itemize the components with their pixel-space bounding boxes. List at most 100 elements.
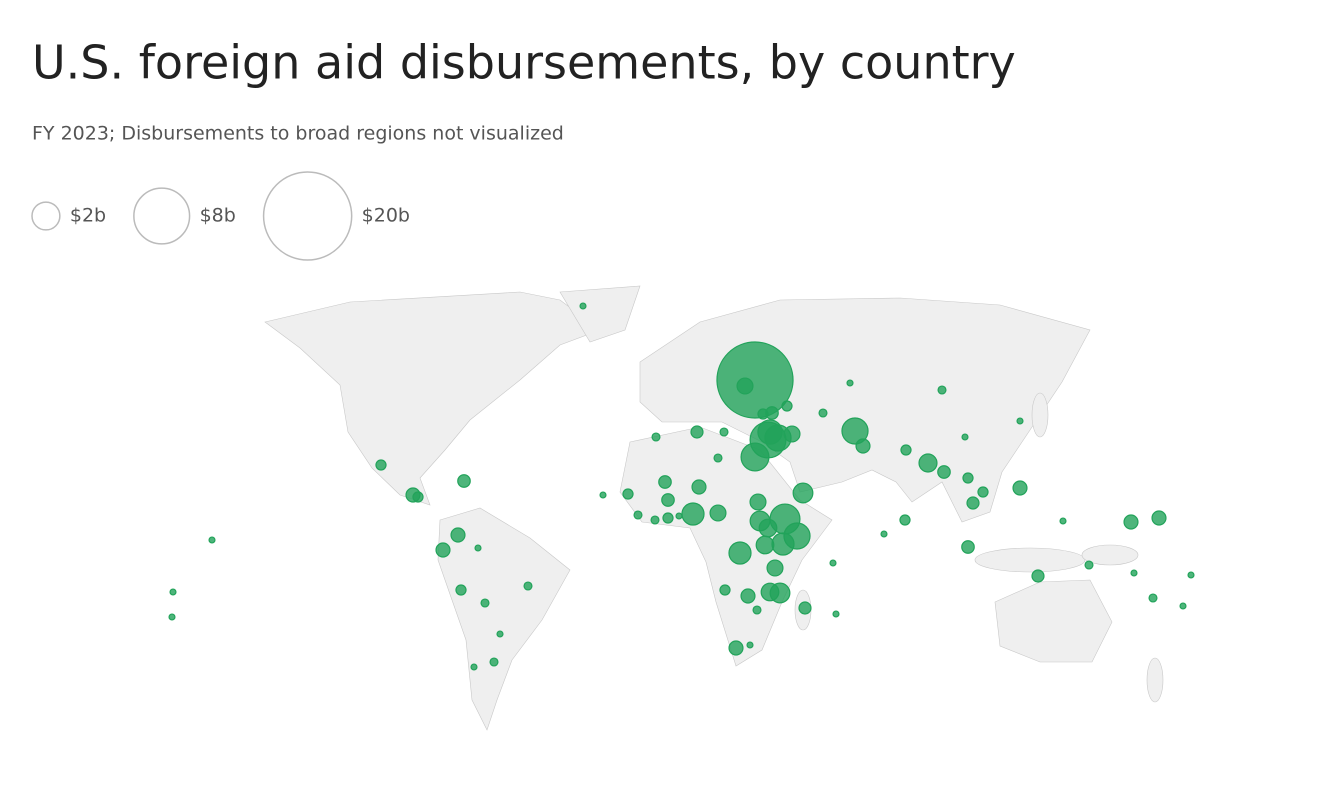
aid-bubble — [1148, 593, 1158, 603]
aid-bubble — [480, 598, 490, 608]
aid-bubble — [740, 588, 756, 604]
aid-bubble — [1179, 602, 1187, 610]
aid-bubble — [937, 385, 947, 395]
aid-bubble — [818, 408, 828, 418]
greenland — [559, 285, 641, 343]
aid-bubble — [455, 584, 467, 596]
aid-bubble — [771, 532, 795, 556]
aid-bubble — [962, 472, 974, 484]
aid-bubble — [766, 559, 784, 577]
aid-bubble — [412, 491, 424, 503]
aid-bubble — [966, 496, 980, 510]
aid-bubble — [622, 488, 634, 500]
aid-bubble — [208, 536, 216, 544]
aid-bubble — [713, 453, 723, 463]
aid-bubble — [691, 479, 707, 495]
aid-bubble — [523, 581, 533, 591]
aid-bubble — [650, 515, 660, 525]
aid-bubble — [829, 559, 837, 567]
new-guinea — [1081, 544, 1139, 566]
aid-bubble — [846, 379, 854, 387]
aid-bubble — [651, 432, 661, 442]
aid-bubble — [435, 542, 451, 558]
aid-bubble — [168, 613, 176, 621]
aid-bubble — [728, 640, 744, 656]
aid-bubble — [740, 442, 770, 472]
africa — [619, 426, 833, 667]
title: U.S. foreign aid disbursements, by count… — [32, 36, 1016, 90]
aid-bubble — [752, 605, 762, 615]
aid-bubble — [1016, 417, 1024, 425]
south-america — [437, 507, 571, 731]
legend-circle — [133, 187, 191, 245]
aid-bubble — [375, 459, 387, 471]
aid-bubble — [658, 475, 672, 489]
aid-bubble — [1187, 571, 1195, 579]
aid-bubble — [736, 377, 754, 395]
aid-bubble — [855, 438, 871, 454]
aid-bubble — [661, 493, 675, 507]
aid-bubble — [681, 502, 705, 526]
aid-bubble — [1059, 517, 1067, 525]
aid-bubble — [880, 530, 888, 538]
bubble-layer — [168, 302, 1195, 671]
aid-bubble — [781, 400, 793, 412]
aid-bubble — [470, 663, 478, 671]
aid-bubble — [169, 588, 177, 596]
aid-bubble — [755, 535, 775, 555]
aid-bubble — [792, 482, 814, 504]
aid-bubble — [832, 610, 840, 618]
aid-bubble — [918, 453, 938, 473]
legend-circle — [31, 201, 61, 231]
aid-bubble — [961, 433, 969, 441]
aid-bubble — [1151, 510, 1167, 526]
aid-bubble — [746, 641, 754, 649]
aid-bubble — [937, 465, 951, 479]
aid-bubble — [719, 584, 731, 596]
indonesia — [974, 547, 1086, 573]
legend-label: $8b — [200, 205, 236, 227]
aid-bubble — [719, 427, 729, 437]
legend-label: $20b — [362, 205, 410, 227]
australia — [994, 579, 1113, 663]
aid-bubble — [1123, 514, 1139, 530]
aid-bubble — [599, 491, 607, 499]
world-map — [264, 285, 1164, 731]
legend: $2b $8b $20b — [31, 171, 410, 261]
aid-bubble — [1130, 569, 1138, 577]
aid-bubble — [769, 582, 791, 604]
aid-bubble — [474, 544, 482, 552]
aid-bubble — [977, 486, 989, 498]
aid-bubble — [749, 493, 767, 511]
aid-bubble — [1031, 569, 1045, 583]
aid-bubble — [496, 630, 504, 638]
legend-label: $2b — [70, 205, 106, 227]
aid-bubble — [900, 444, 912, 456]
subtitle: FY 2023; Disbursements to broad regions … — [32, 123, 564, 145]
aid-bubble — [690, 425, 704, 439]
aid-bubble — [783, 425, 801, 443]
aid-bubble — [489, 657, 499, 667]
japan — [1031, 392, 1049, 438]
aid-bubble — [457, 474, 471, 488]
aid-bubble — [728, 541, 752, 565]
aid-bubble — [709, 504, 727, 522]
aid-bubble — [579, 302, 587, 310]
aid-bubble — [716, 341, 794, 419]
aid-bubble — [758, 518, 778, 538]
aid-bubble — [450, 527, 466, 543]
aid-bubble — [675, 512, 683, 520]
aid-bubble — [961, 540, 975, 554]
new-zealand — [1146, 657, 1164, 703]
aid-bubble — [633, 510, 643, 520]
aid-bubble — [662, 512, 674, 524]
north-america — [264, 291, 601, 506]
aid-bubble — [1012, 480, 1028, 496]
aid-bubble — [1084, 560, 1094, 570]
aid-bubble — [899, 514, 911, 526]
aid-bubble — [757, 408, 769, 420]
aid-bubble — [798, 601, 812, 615]
legend-circle — [262, 171, 353, 261]
